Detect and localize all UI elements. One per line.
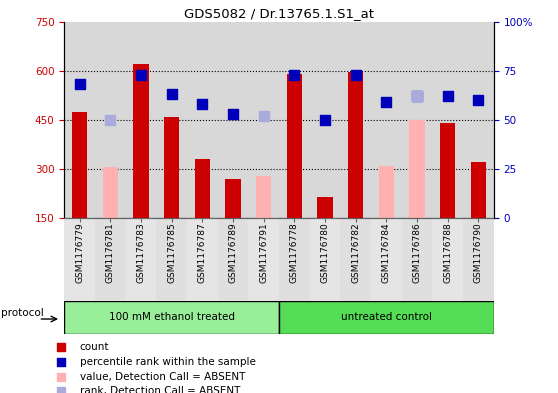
Bar xyxy=(225,179,240,218)
Text: GSM1176787: GSM1176787 xyxy=(198,222,207,283)
Bar xyxy=(402,218,432,301)
Bar xyxy=(164,117,179,218)
Text: GSM1176781: GSM1176781 xyxy=(105,222,115,283)
Text: count: count xyxy=(80,342,109,352)
Bar xyxy=(248,218,279,301)
Bar xyxy=(440,123,455,218)
Bar xyxy=(379,166,394,218)
Text: GSM1176789: GSM1176789 xyxy=(228,222,238,283)
Point xyxy=(290,72,299,78)
Text: GSM1176790: GSM1176790 xyxy=(474,222,483,283)
Point xyxy=(167,91,176,97)
Point xyxy=(56,388,65,393)
Point xyxy=(136,72,145,78)
Bar xyxy=(103,167,118,218)
Bar xyxy=(371,218,402,301)
Point xyxy=(56,359,65,365)
Bar xyxy=(340,218,371,301)
Bar xyxy=(72,112,87,218)
Bar xyxy=(256,176,271,218)
Bar xyxy=(95,218,126,301)
Point xyxy=(259,113,268,119)
Bar xyxy=(64,218,95,301)
Text: GSM1176780: GSM1176780 xyxy=(320,222,330,283)
Point xyxy=(105,117,115,123)
Text: rank, Detection Call = ABSENT: rank, Detection Call = ABSENT xyxy=(80,386,240,393)
Bar xyxy=(279,218,310,301)
Text: GSM1176791: GSM1176791 xyxy=(259,222,268,283)
Point xyxy=(382,99,391,105)
Text: GSM1176785: GSM1176785 xyxy=(167,222,176,283)
Title: GDS5082 / Dr.13765.1.S1_at: GDS5082 / Dr.13765.1.S1_at xyxy=(184,7,374,20)
Text: GSM1176778: GSM1176778 xyxy=(290,222,299,283)
Bar xyxy=(410,120,425,218)
Bar xyxy=(156,218,187,301)
Text: GSM1176782: GSM1176782 xyxy=(351,222,360,283)
FancyBboxPatch shape xyxy=(279,301,494,334)
Bar xyxy=(432,218,463,301)
Point xyxy=(443,93,452,99)
Text: GSM1176788: GSM1176788 xyxy=(443,222,453,283)
Bar xyxy=(195,159,210,218)
Point xyxy=(228,111,237,117)
Bar xyxy=(187,218,218,301)
Point xyxy=(198,101,206,107)
Point xyxy=(75,81,84,88)
Text: GSM1176786: GSM1176786 xyxy=(412,222,422,283)
Bar xyxy=(318,197,333,218)
Point xyxy=(474,97,483,103)
Text: GSM1176783: GSM1176783 xyxy=(136,222,146,283)
Point xyxy=(56,374,65,380)
Text: GSM1176779: GSM1176779 xyxy=(75,222,84,283)
Point xyxy=(351,72,360,78)
Point xyxy=(320,117,329,123)
Bar xyxy=(133,64,148,218)
FancyBboxPatch shape xyxy=(64,301,279,334)
Bar xyxy=(218,218,248,301)
Point xyxy=(56,344,65,350)
Bar xyxy=(471,162,486,218)
Text: protocol: protocol xyxy=(1,309,44,318)
Text: 100 mM ethanol treated: 100 mM ethanol treated xyxy=(109,312,234,322)
Bar xyxy=(463,218,494,301)
Bar xyxy=(287,74,302,218)
Bar xyxy=(310,218,340,301)
Point xyxy=(412,93,421,99)
Bar xyxy=(126,218,156,301)
Text: percentile rank within the sample: percentile rank within the sample xyxy=(80,357,256,367)
Point xyxy=(412,93,421,99)
Bar xyxy=(348,72,363,218)
Text: untreated control: untreated control xyxy=(341,312,432,322)
Text: value, Detection Call = ABSENT: value, Detection Call = ABSENT xyxy=(80,372,245,382)
Text: GSM1176784: GSM1176784 xyxy=(382,222,391,283)
